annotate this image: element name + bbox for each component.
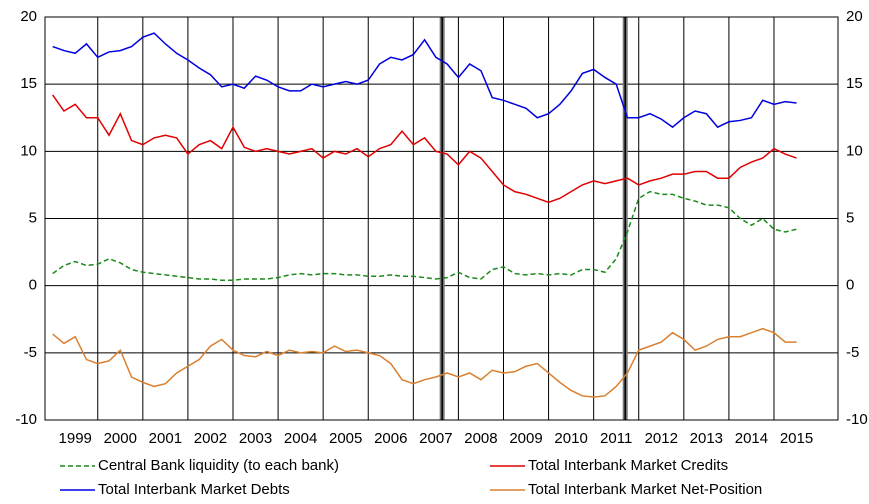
legend-label: Central Bank liquidity (to each bank)	[98, 457, 339, 474]
x-tick-label: 2007	[419, 430, 452, 447]
y2-tick-label: 0	[846, 277, 854, 294]
x-tick-label: 2008	[464, 430, 497, 447]
y-tick-label: 15	[20, 75, 37, 92]
series-line	[52, 94, 797, 204]
y-tick-label: 0	[29, 277, 37, 294]
legend-label: Total Interbank Market Net-Position	[528, 481, 762, 498]
y2-tick-label: 20	[846, 8, 863, 25]
series-line	[52, 32, 797, 129]
x-tick-label: 2009	[509, 430, 542, 447]
x-tick-label: 2011	[600, 430, 632, 447]
legend-label: Total Interbank Market Credits	[528, 457, 728, 474]
x-tick-label: 2004	[284, 430, 317, 447]
plot-frame	[44, 16, 839, 421]
y-tick-label: -10	[15, 411, 37, 428]
x-tick-label: 2002	[194, 430, 227, 447]
x-tick-label: 2003	[239, 430, 272, 447]
y-tick-label: 5	[29, 209, 37, 226]
x-tick-label: 2000	[104, 430, 137, 447]
series-line	[52, 190, 797, 282]
x-tick-label: 2006	[374, 430, 407, 447]
x-tick-label: 2013	[690, 430, 723, 447]
x-tick-label: 1999	[59, 430, 92, 447]
y2-tick-label: 5	[846, 209, 854, 226]
y2-tick-label: -10	[846, 411, 868, 428]
y2-tick-label: -5	[846, 344, 859, 361]
y-tick-label: 20	[20, 8, 37, 25]
y-tick-label: -5	[24, 344, 37, 361]
legend-label: Total Interbank Market Debts	[98, 481, 290, 498]
x-tick-label: 2012	[645, 430, 678, 447]
y2-tick-label: 15	[846, 75, 863, 92]
y-tick-label: 10	[20, 142, 37, 159]
series-line	[52, 327, 797, 398]
x-tick-label: 2010	[554, 430, 587, 447]
x-tick-label: 2014	[735, 430, 768, 447]
x-tick-label: 2015	[780, 430, 813, 447]
x-tick-label: 2001	[149, 430, 182, 447]
y2-tick-label: 10	[846, 142, 863, 159]
x-tick-label: 2005	[329, 430, 362, 447]
